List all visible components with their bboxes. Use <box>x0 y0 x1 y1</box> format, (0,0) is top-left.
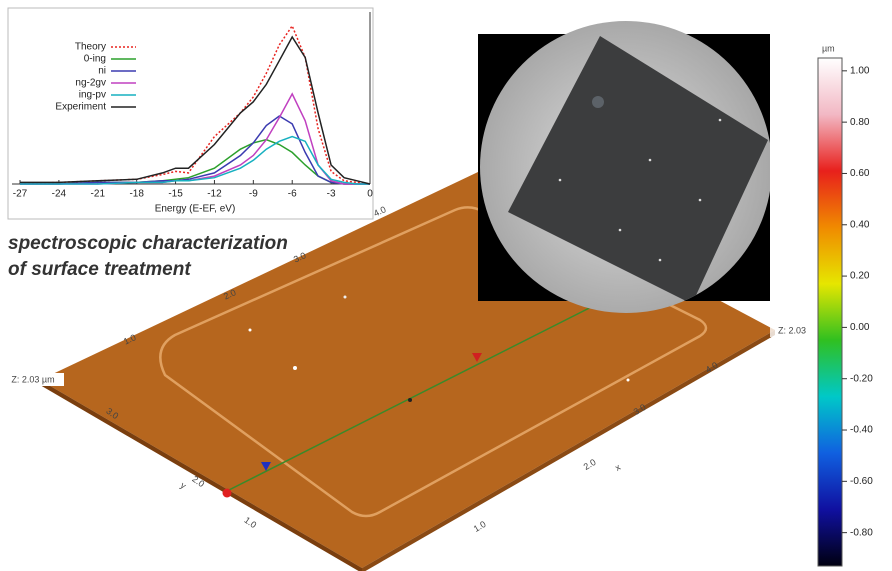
z-label: Z: 2.03 µm <box>11 374 54 384</box>
legend-label: ng-2gv <box>75 78 106 89</box>
surface-tick-label: 1.0 <box>242 515 258 530</box>
particle <box>627 379 630 382</box>
x-tick-label: -15 <box>168 189 183 200</box>
microscope-photo <box>478 20 770 320</box>
particle <box>293 366 297 370</box>
colorbar: µm 1.00 0.80 0.60 0.40 0.20 0.00 -0.20 -0.40 -0.6… <box>818 43 873 566</box>
colorbar-tick-label: 0.20 <box>850 271 870 282</box>
page: -27 -24 -21 -18 -15 -12 -9 -6 -3 0 Energy (E-EF, e… <box>0 0 892 571</box>
colorbar-tick-label: -0.40 <box>850 425 873 436</box>
colorbar-tick-label: 1.00 <box>850 65 870 76</box>
particle <box>408 398 412 402</box>
colorbar-tick-label: 0.00 <box>850 322 870 333</box>
colorbar-tick-label: 0.60 <box>850 168 870 179</box>
annotation: of surface treatment <box>8 259 191 280</box>
x-tick-label: -27 <box>13 189 28 200</box>
colorbar-scale <box>818 58 842 566</box>
x-tick-label: -9 <box>249 189 258 200</box>
legend-label: Theory <box>75 42 106 53</box>
colorbar-tick-label: 0.80 <box>850 117 870 128</box>
surface-tick-label: 1.0 <box>472 519 488 534</box>
colorbar-tick-label: -0.80 <box>850 527 873 538</box>
photo-spot <box>592 96 604 108</box>
figure: -27 -24 -21 -18 -15 -12 -9 -6 -3 0 Energy (E-EF, e… <box>0 0 892 571</box>
legend-label: ing-pv <box>79 90 106 101</box>
x-tick-label: -6 <box>288 189 297 200</box>
colorbar-tick-label: -0.60 <box>850 476 873 487</box>
legend-label: ni <box>98 66 106 77</box>
particle <box>249 329 252 332</box>
marker <box>223 489 232 498</box>
colorbar-tick-label: -0.20 <box>850 373 873 384</box>
axis-label: x <box>613 462 622 473</box>
x-tick-label: 0 <box>367 189 373 200</box>
colorbar-title: µm <box>822 43 835 53</box>
x-tick-label: -12 <box>207 189 222 200</box>
axis-label: y <box>179 480 189 491</box>
legend-label: Experiment <box>55 102 106 113</box>
x-tick-label: -24 <box>52 189 67 200</box>
particle <box>344 296 347 299</box>
x-tick-label: -18 <box>129 189 144 200</box>
legend-label: 0-ing <box>84 54 106 65</box>
z-label: Z: 2.03 <box>778 325 806 335</box>
surface-tick-label: 2.0 <box>582 457 598 472</box>
colorbar-tick-label: 0.40 <box>850 219 870 230</box>
x-tick-label: -3 <box>327 189 336 200</box>
x-tick-label: -21 <box>91 189 106 200</box>
annotation: spectroscopic characterization <box>8 233 288 254</box>
x-axis-label: Energy (E-EF, eV) <box>155 204 236 215</box>
